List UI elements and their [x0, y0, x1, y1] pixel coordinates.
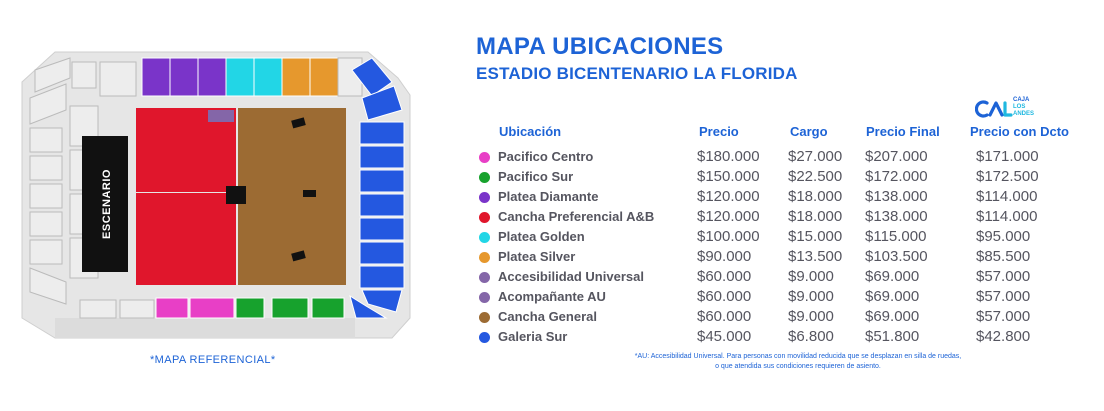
discount-price-value: $114.000 [976, 188, 1038, 205]
color-swatch [479, 312, 490, 323]
footnote: *AU: Accesibilidad Universal. Para perso… [598, 352, 998, 372]
header-location: Ubicación [499, 124, 562, 139]
final-price-value: $172.000 [865, 168, 928, 185]
final-price-value: $69.000 [865, 268, 920, 285]
table-row: Galeria Sur $45.000 $6.800 $51.800 $42.8… [0, 328, 1104, 348]
charge-value: $9.000 [788, 308, 834, 325]
charge-value: $18.000 [788, 188, 843, 205]
charge-value: $6.800 [788, 328, 834, 345]
table-row: Accesibilidad Universal $60.000 $9.000 $… [0, 268, 1104, 288]
location-name: Platea Golden [498, 229, 585, 244]
table-row: Cancha Preferencial A&B $120.000 $18.000… [0, 208, 1104, 228]
logo-text: CAJA LOS ANDES [1013, 97, 1035, 117]
charge-value: $22.500 [788, 168, 843, 185]
table-row: Platea Diamante $120.000 $18.000 $138.00… [0, 188, 1104, 208]
stage-label: ESCENARIO [101, 169, 113, 239]
price-value: $100.000 [697, 228, 760, 245]
charge-value: $15.000 [788, 228, 843, 245]
final-price-value: $103.500 [865, 248, 928, 265]
color-swatch [479, 292, 490, 303]
platea-diamante-section [141, 57, 227, 97]
footnote-line-2: o que atendida sus condiciones requieren… [715, 363, 881, 370]
location-name: Cancha General [498, 309, 597, 324]
stage [82, 136, 128, 272]
color-swatch [479, 272, 490, 283]
pacifico-centro-section [155, 297, 235, 319]
final-price-value: $69.000 [865, 288, 920, 305]
page-subtitle: ESTADIO BICENTENARIO LA FLORIDA [476, 64, 798, 83]
accesibilidad-universal-area [208, 110, 234, 122]
table-row: Platea Golden $100.000 $15.000 $115.000 … [0, 228, 1104, 248]
location-name: Cancha Preferencial A&B [498, 209, 655, 224]
charge-value: $9.000 [788, 288, 834, 305]
discount-price-value: $57.000 [976, 288, 1031, 305]
color-swatch [479, 172, 490, 183]
discount-price-value: $171.000 [976, 148, 1039, 165]
color-swatch [479, 212, 490, 223]
price-value: $60.000 [697, 268, 752, 285]
header-charge: Cargo [790, 124, 828, 139]
price-value: $90.000 [697, 248, 752, 265]
discount-price-value: $172.500 [976, 168, 1039, 185]
location-name: Galeria Sur [498, 329, 568, 344]
header-final-price: Precio Final [866, 124, 940, 139]
location-name: Acompañante AU [498, 289, 606, 304]
final-price-value: $69.000 [865, 308, 920, 325]
field-markers [291, 117, 316, 262]
table-row: Pacifico Sur $150.000 $22.500 $172.000 $… [0, 168, 1104, 188]
color-swatch [479, 332, 490, 343]
table-row: Cancha General $60.000 $9.000 $69.000 $5… [0, 308, 1104, 328]
price-value: $60.000 [697, 288, 752, 305]
location-name: Platea Silver [498, 249, 576, 264]
charge-value: $9.000 [788, 268, 834, 285]
platea-silver-section [281, 57, 339, 97]
map-caption: *MAPA REFERENCIAL* [150, 354, 276, 366]
control-tower [226, 186, 246, 204]
caja-los-andes-logo [975, 100, 1013, 118]
discount-price-value: $85.500 [976, 248, 1031, 265]
platea-golden-section [225, 57, 283, 97]
header-price: Precio [699, 124, 739, 139]
color-swatch [479, 152, 490, 163]
price-value: $45.000 [697, 328, 752, 345]
cancha-preferencial-b [136, 193, 236, 285]
discount-price-value: $57.000 [976, 308, 1031, 325]
page-title: MAPA UBICACIONES [476, 33, 724, 60]
discount-price-value: $57.000 [976, 268, 1031, 285]
table-row: Platea Silver $90.000 $13.500 $103.500 $… [0, 248, 1104, 268]
table-row: Acompañante AU $60.000 $9.000 $69.000 $5… [0, 288, 1104, 308]
location-name: Pacifico Sur [498, 169, 574, 184]
discount-price-value: $95.000 [976, 228, 1031, 245]
price-value: $60.000 [697, 308, 752, 325]
charge-value: $13.500 [788, 248, 843, 265]
color-swatch [479, 192, 490, 203]
location-name: Platea Diamante [498, 189, 599, 204]
final-price-value: $115.000 [865, 228, 927, 245]
location-name: Accesibilidad Universal [498, 269, 644, 284]
final-price-value: $51.800 [865, 328, 920, 345]
color-swatch [479, 252, 490, 263]
lower-plinth [55, 318, 355, 338]
location-name: Pacifico Centro [498, 149, 594, 164]
discount-price-value: $42.800 [976, 328, 1031, 345]
charge-value: $18.000 [788, 208, 843, 225]
footnote-line-1: *AU: Accesibilidad Universal. Para perso… [634, 353, 962, 360]
final-price-value: $138.000 [865, 208, 928, 225]
discount-price-value: $114.000 [976, 208, 1038, 225]
final-price-value: $138.000 [865, 188, 928, 205]
galeria-sur-section [349, 57, 405, 319]
pacifico-sur-section [235, 297, 345, 319]
final-price-value: $207.000 [865, 148, 928, 165]
price-value: $120.000 [697, 188, 760, 205]
charge-value: $27.000 [788, 148, 843, 165]
color-swatch [479, 232, 490, 243]
price-value: $150.000 [697, 168, 760, 185]
header-discount-price: Precio con Dcto [970, 124, 1069, 139]
stadium-map: ESCENARIO [21, 51, 411, 339]
price-value: $120.000 [697, 208, 760, 225]
table-row: Pacifico Centro $180.000 $27.000 $207.00… [0, 148, 1104, 168]
price-value: $180.000 [697, 148, 760, 165]
bottom-grey-stands [79, 299, 155, 319]
